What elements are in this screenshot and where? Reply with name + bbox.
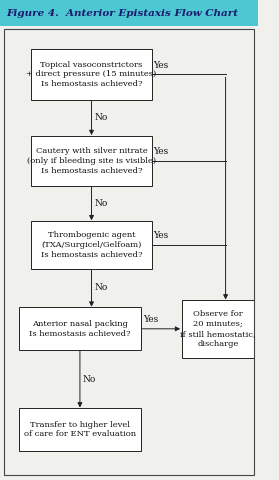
Text: Yes: Yes xyxy=(153,231,169,240)
FancyBboxPatch shape xyxy=(19,408,141,451)
Text: Transfer to higher level
of care for ENT evaluation: Transfer to higher level of care for ENT… xyxy=(24,420,136,439)
Text: No: No xyxy=(83,375,96,384)
FancyBboxPatch shape xyxy=(31,49,152,100)
FancyBboxPatch shape xyxy=(19,307,141,350)
Text: Yes: Yes xyxy=(153,147,169,156)
FancyBboxPatch shape xyxy=(31,221,152,269)
Text: No: No xyxy=(94,199,107,208)
Text: Cautery with silver nitrate
(only if bleeding site is visible)
Is hemostasis ach: Cautery with silver nitrate (only if ble… xyxy=(27,147,156,175)
FancyBboxPatch shape xyxy=(31,135,152,186)
Text: Anterior nasal packing
Is hemostasis achieved?: Anterior nasal packing Is hemostasis ach… xyxy=(29,320,131,338)
Text: No: No xyxy=(94,284,107,292)
Text: Yes: Yes xyxy=(153,60,169,70)
Text: No: No xyxy=(94,113,107,122)
FancyBboxPatch shape xyxy=(0,0,258,26)
FancyBboxPatch shape xyxy=(182,300,254,358)
Text: Figure 4.  Anterior Epistaxis Flow Chart: Figure 4. Anterior Epistaxis Flow Chart xyxy=(6,9,239,18)
Text: Observe for
20 minutes;
if still hemostatic,
discharge: Observe for 20 minutes; if still hemosta… xyxy=(180,310,256,348)
Text: Topical vasoconstrictors
+ direct pressure (15 minutes)
Is hemostasis achieved?: Topical vasoconstrictors + direct pressu… xyxy=(27,60,157,88)
Text: Thrombogenic agent
(TXA/Surgicel/Gelfoam)
Is hemostasis achieved?: Thrombogenic agent (TXA/Surgicel/Gelfoam… xyxy=(41,231,142,259)
Text: Yes: Yes xyxy=(143,315,158,324)
